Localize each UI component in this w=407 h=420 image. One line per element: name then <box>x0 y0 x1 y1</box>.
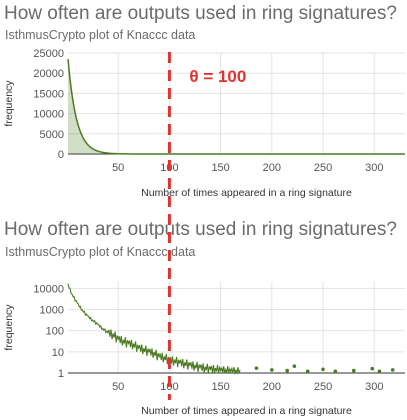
x-tick-label: 300 <box>365 381 383 393</box>
threshold-label: θ = 100 <box>189 67 246 86</box>
x-tick-label: 250 <box>314 381 332 393</box>
x-tick-label: 300 <box>365 162 383 174</box>
series-line <box>67 283 241 376</box>
series-line <box>67 58 405 155</box>
x-tick-label: 50 <box>112 381 124 393</box>
scatter-point <box>321 367 325 372</box>
scatter-point <box>270 368 274 372</box>
y-tick-label: 10 <box>52 347 64 359</box>
x-tick-label: 150 <box>211 162 229 174</box>
y-tick-label: 100 <box>46 326 64 338</box>
y-tick-label: 15000 <box>33 88 64 100</box>
annotation-layer: θ = 100 <box>167 52 246 400</box>
y-tick-label: 1000 <box>40 305 64 317</box>
x-tick-label: 50 <box>112 162 124 174</box>
y-tick-label: 10000 <box>33 283 64 295</box>
y-tick-label: 10000 <box>33 109 64 121</box>
top-chart: 5010015020025030005000100001500020000250… <box>3 48 405 199</box>
bottom-chart: 50100150200250300110100100010000Number o… <box>3 282 405 417</box>
x-tick-label: 200 <box>263 381 281 393</box>
scatter-point <box>377 369 382 374</box>
y-tick-label: 20000 <box>33 68 64 80</box>
bottom-chart-title: How often are outputs used in ring signa… <box>4 219 397 240</box>
scatter-point <box>390 368 395 372</box>
y-axis-label: frequency <box>3 80 15 127</box>
bottom-chart-subtitle: IsthmusCrypto plot of Knaccc data <box>5 245 196 259</box>
top-chart-subtitle: IsthmusCrypto plot of Knaccc data <box>5 28 196 42</box>
top-chart-title: How often are outputs used in ring signa… <box>4 3 397 24</box>
scatter-point <box>254 366 259 370</box>
scatter-point <box>292 364 297 368</box>
y-tick-label: 5000 <box>40 129 64 141</box>
y-tick-label: 1 <box>58 368 64 380</box>
scatter-point <box>351 368 356 373</box>
x-tick-label: 250 <box>314 162 332 174</box>
x-tick-label: 150 <box>211 381 229 393</box>
y-tick-label: 0 <box>58 149 64 161</box>
x-axis-label: Number of times appeared in a ring signa… <box>141 187 352 199</box>
y-tick-label: 25000 <box>33 48 64 60</box>
scatter-point <box>285 368 290 373</box>
scatter-point <box>305 369 310 374</box>
x-tick-label: 200 <box>263 162 281 174</box>
scatter-point <box>370 366 375 371</box>
x-axis-label: Number of times appeared in a ring signa… <box>141 405 352 417</box>
y-axis-label: frequency <box>3 304 15 351</box>
scatter-point <box>333 369 338 374</box>
